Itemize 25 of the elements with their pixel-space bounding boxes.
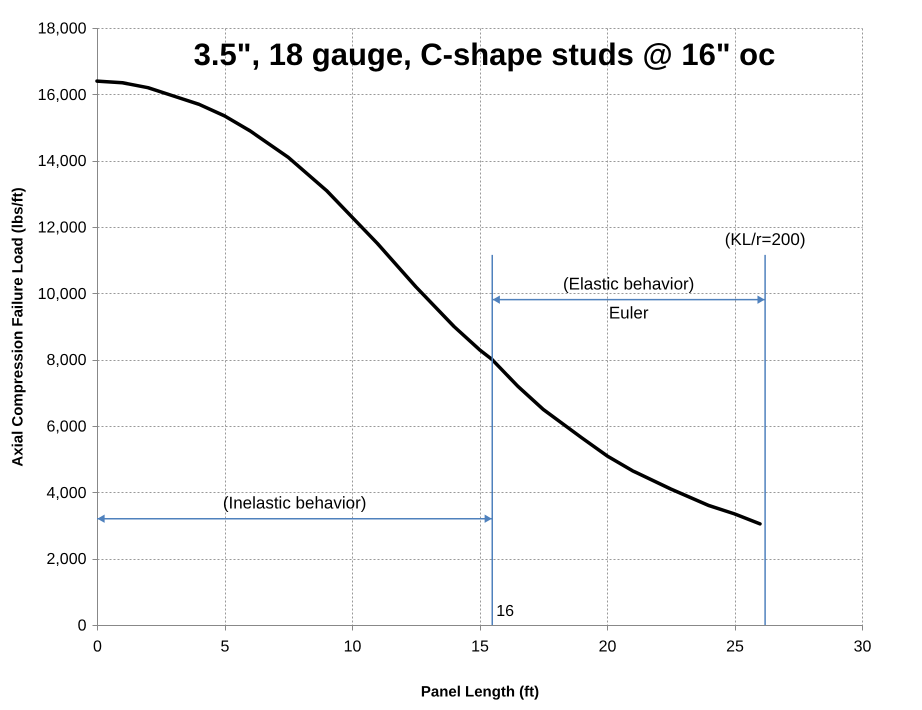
x-axis-title: Panel Length (ft) <box>420 684 540 700</box>
y-tick-label: 0 <box>78 618 87 634</box>
x-tick-label: 0 <box>93 638 102 656</box>
y-tick-label: 8,000 <box>46 352 87 370</box>
x-tick-label: 25 <box>726 638 744 656</box>
annotation: (KL/r=200) <box>724 230 806 249</box>
y-tick-label: 18,000 <box>38 20 87 38</box>
y-tick-label: 12,000 <box>38 220 87 236</box>
x-tick-label: 15 <box>471 638 489 656</box>
x-tick-label: 5 <box>220 638 230 656</box>
ref-line-label: 16 <box>496 603 514 620</box>
x-tick-label: 10 <box>344 638 362 656</box>
y-tick-label: 10,000 <box>38 286 87 303</box>
y-axis-title: Axial Compression Failure Load (lbs/ft) <box>10 187 27 467</box>
y-tick-label: 6,000 <box>46 418 87 436</box>
y-tick-label: 4,000 <box>46 484 87 502</box>
x-tick-label: 20 <box>598 638 616 656</box>
chart-title: 3.5", 18 gauge, C-shape studs @ 16" oc <box>194 37 776 72</box>
x-tick-label: 30 <box>854 638 872 656</box>
y-tick-label: 16,000 <box>38 86 87 104</box>
annotation: (Elastic behavior) <box>563 274 694 294</box>
annotation: Euler <box>608 304 649 323</box>
y-tick-label: 14,000 <box>38 153 87 170</box>
y-tick-label: 2,000 <box>46 551 87 568</box>
annotation: (Inelastic behavior) <box>222 494 366 513</box>
